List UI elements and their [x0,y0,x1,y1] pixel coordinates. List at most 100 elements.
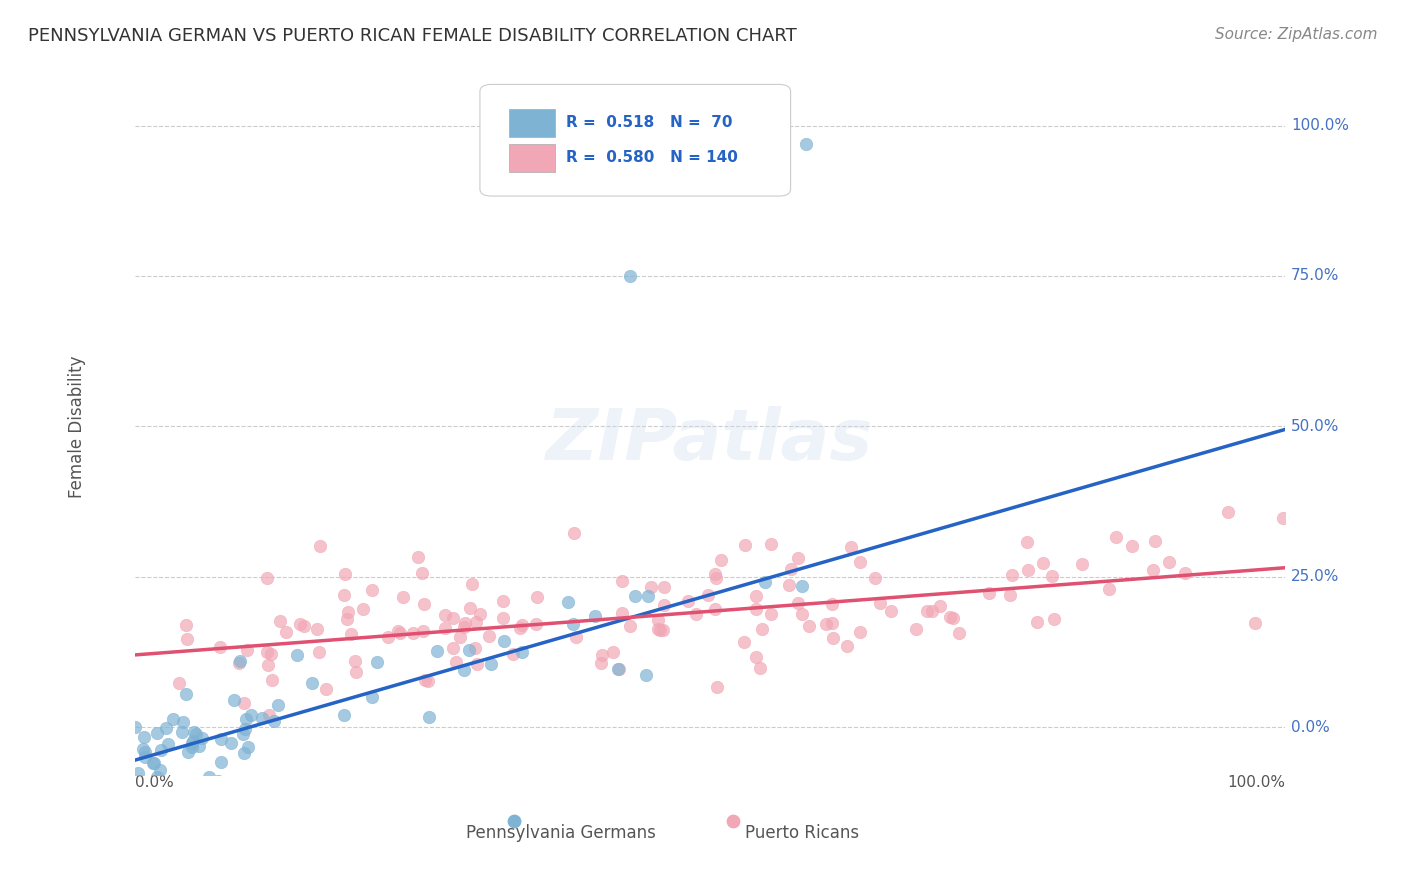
Point [233,723,256,737]
Point [170,725,193,739]
Point [478,629,501,643]
Point [315,682,337,697]
Text: 0.0%: 0.0% [135,775,173,790]
Point [915,604,938,618]
Point [209,731,232,746]
Point [583,609,606,624]
Point [416,673,439,688]
Point [787,596,810,610]
Point [619,619,641,633]
Point [252,711,274,725]
Text: 100.0%: 100.0% [1291,118,1350,133]
Point [188,739,211,753]
Point [526,590,548,604]
Point [132,780,155,795]
Point [685,607,707,622]
Point [1216,505,1239,519]
Point [274,625,297,640]
Point [460,601,482,615]
Point [591,648,613,662]
Point [238,740,260,755]
Point [208,640,231,655]
Point [652,599,675,613]
Point [1142,563,1164,577]
Point [412,624,434,638]
Point [257,658,280,673]
Bar [509,144,555,171]
Point [411,566,433,580]
Text: PENNSYLVANIA GERMAN VS PUERTO RICAN FEMALE DISABILITY CORRELATION CHART: PENNSYLVANIA GERMAN VS PUERTO RICAN FEMA… [28,27,797,45]
Point [377,630,399,644]
Point [524,617,547,632]
Point [948,626,970,640]
Point [142,756,165,770]
Point [835,639,858,653]
Point [229,654,252,668]
Point [1015,534,1038,549]
Point [706,680,728,694]
Point [256,571,278,585]
Point [814,617,837,632]
Point [219,736,242,750]
Point [207,774,229,789]
Point [260,648,283,662]
Point [162,712,184,726]
Text: R =  0.518   N =  70: R = 0.518 N = 70 [567,115,733,130]
Point [232,727,254,741]
Point [745,602,768,616]
Point [786,550,808,565]
Point [1025,615,1047,629]
Point [790,579,813,593]
Point [704,566,727,581]
Point [458,643,481,657]
Point [132,730,155,744]
Point [745,649,768,664]
Point [647,613,669,627]
Point [1042,569,1064,583]
Point [426,644,449,658]
Point [142,756,165,770]
Point [235,712,257,726]
Point [748,661,770,675]
Point [1105,530,1128,544]
Text: ZIPatlas: ZIPatlas [547,406,873,475]
Point [307,623,329,637]
Point [134,744,156,758]
Point [880,604,903,618]
Point [863,572,886,586]
Point [754,574,776,589]
Point [176,632,198,646]
Point [441,640,464,655]
Point [145,770,167,784]
Point [453,663,475,677]
Point [624,589,647,603]
Text: 75.0%: 75.0% [1291,268,1340,284]
Point [361,690,384,704]
Point [127,765,149,780]
Point [453,620,475,634]
Point [172,715,194,730]
Point [794,136,817,151]
Point [150,743,173,757]
Point [751,622,773,636]
Point [1098,582,1121,596]
Point [479,657,502,672]
Text: Female Disability: Female Disability [67,355,86,498]
Point [228,656,250,670]
Point [492,611,515,625]
Point [465,657,488,672]
Text: Puerto Ricans: Puerto Ricans [745,824,859,842]
Point [174,780,197,795]
Text: Pennsylvania Germans: Pennsylvania Germans [465,824,655,842]
Point [337,605,360,619]
Point [209,755,232,769]
Point [181,740,204,755]
Point [169,676,191,690]
Point [301,676,323,690]
Point [977,586,1000,600]
Point [406,550,429,565]
Point [733,634,755,648]
Point [619,268,641,283]
Point [637,590,659,604]
Point [821,616,844,631]
